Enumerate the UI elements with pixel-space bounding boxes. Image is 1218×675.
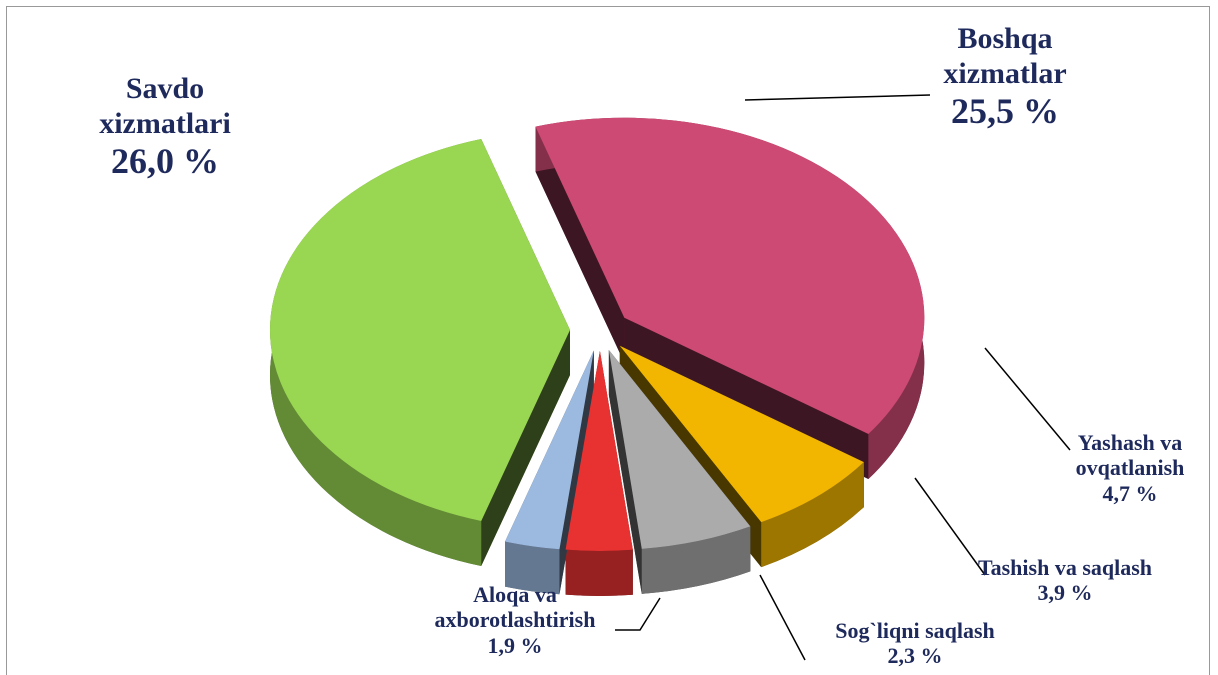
slice	[565, 350, 633, 551]
leader-line	[759, 574, 806, 661]
slice-face	[608, 350, 642, 594]
leader-line	[914, 477, 986, 576]
value-label: 2,3 %	[887, 643, 943, 669]
slice	[505, 350, 594, 550]
value-label: 4,7 %	[1102, 480, 1158, 506]
label: Tashish va saqlash 3,9 %	[970, 555, 1160, 606]
category-label: Aloqa va axborotlashtirish	[434, 582, 596, 633]
slice-rim	[761, 462, 864, 568]
value-label: 26,0 %	[111, 141, 219, 181]
value-label: 25,5 %	[951, 91, 1059, 131]
slice-rim	[505, 541, 560, 595]
label: Sog`liqni saqlash 2,3 %	[795, 618, 1035, 669]
slice	[619, 345, 864, 523]
category-label: Yashash va ovqatlanish	[1075, 430, 1185, 481]
leader-line	[744, 94, 931, 101]
slice-rim	[565, 549, 633, 596]
slice	[608, 350, 751, 549]
category-label: Boshqa xizmatlar	[943, 22, 1067, 90]
slice-face	[535, 126, 625, 363]
slice-rim	[641, 526, 751, 594]
category-label: Savdo xizmatlari	[99, 72, 231, 140]
category-label: Tashish va saqlash	[977, 555, 1153, 580]
leader-line	[984, 347, 1071, 451]
slice-tops	[270, 117, 925, 551]
slice	[270, 138, 570, 522]
leader-line	[615, 597, 661, 631]
value-label: 1,9 %	[487, 632, 543, 658]
label: Savdo xizmatlari 26,0 %	[65, 72, 265, 182]
slice	[535, 117, 925, 434]
category-label: Sog`liqni saqlash	[835, 618, 995, 643]
label: Boshqa xizmatlar 25,5 %	[905, 22, 1105, 132]
frame	[6, 6, 1210, 675]
value-label: 3,9 %	[1037, 580, 1093, 606]
label: Yashash va ovqatlanish 4,7 %	[1050, 430, 1210, 506]
label: Aloqa va axborotlashtirish 1,9 %	[395, 582, 635, 658]
slice-face	[481, 330, 570, 567]
leader-lines	[615, 94, 1071, 661]
